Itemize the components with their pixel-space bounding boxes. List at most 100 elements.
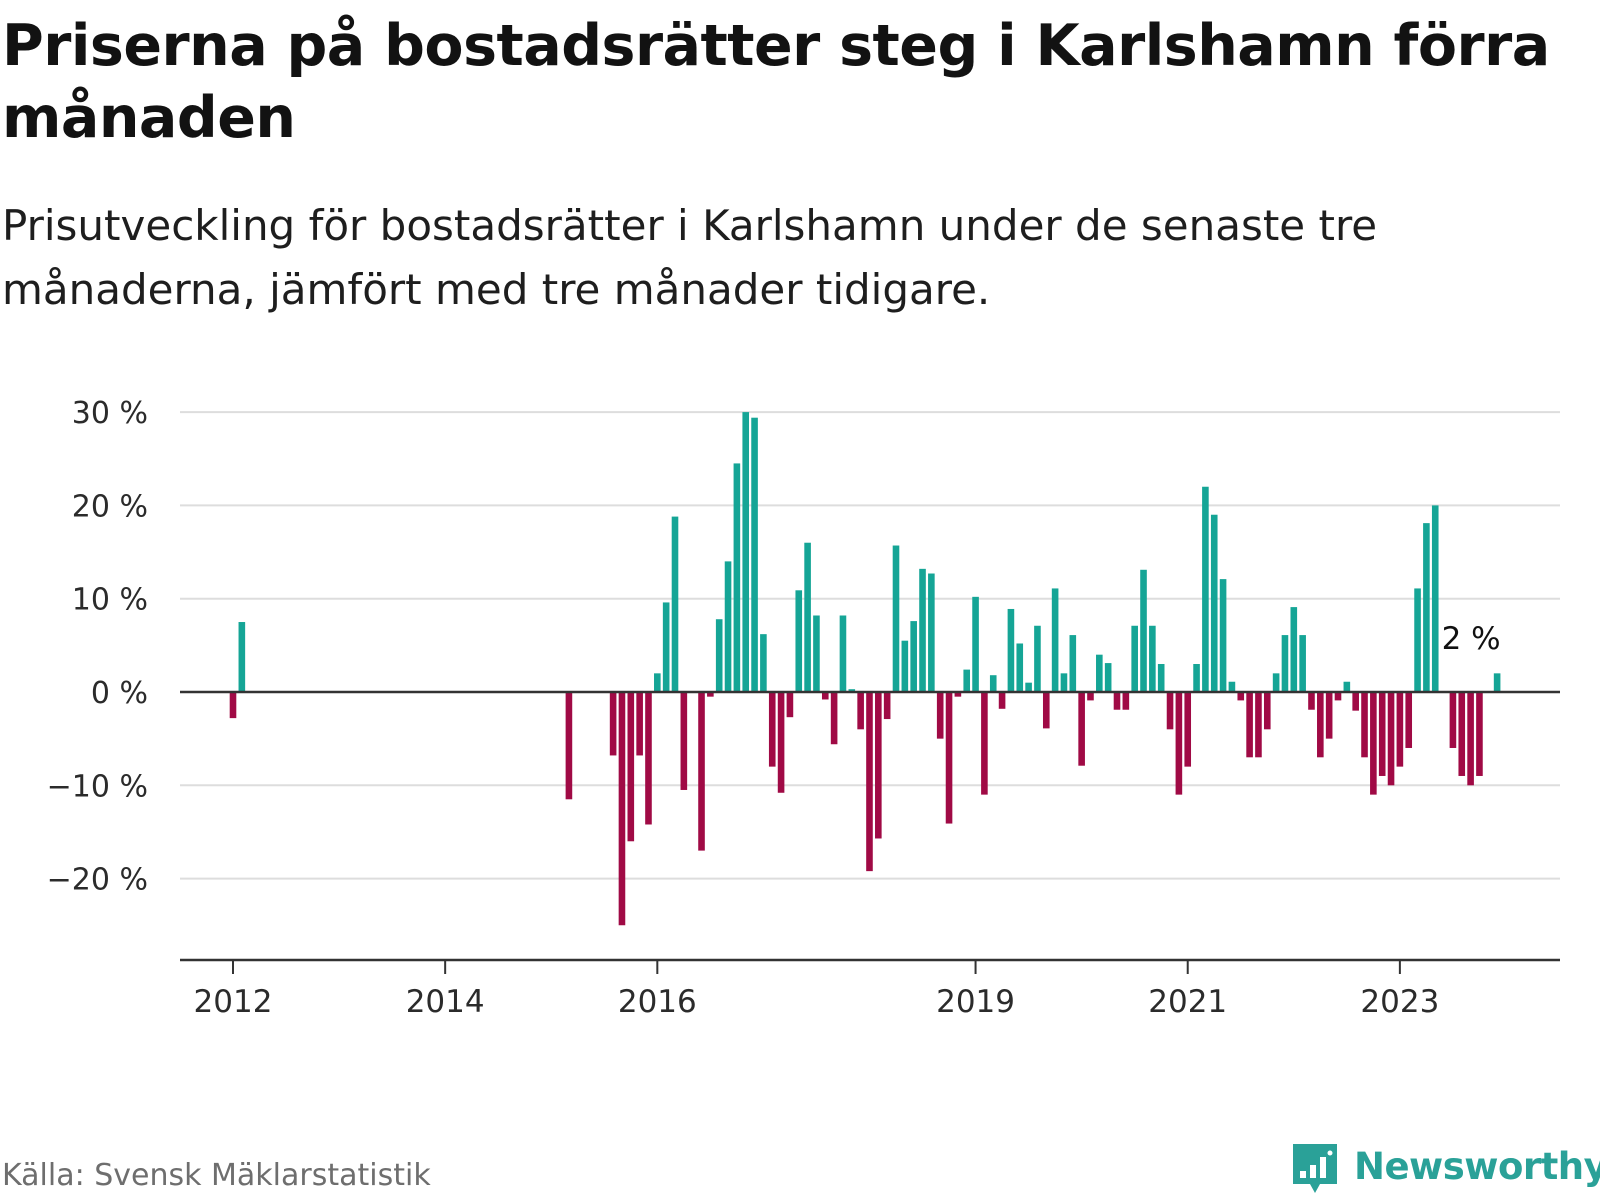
y-tick-label: 30 % <box>72 396 148 431</box>
bar <box>1113 692 1121 710</box>
bar <box>777 692 785 793</box>
bar <box>565 692 573 800</box>
tick-labels: 30 % 20 % 10 % 0 % −10 % −20 % 2012 2014 2016 201… <box>47 396 1440 1020</box>
bar <box>1396 692 1404 767</box>
bar <box>1104 663 1112 692</box>
bar <box>998 692 1006 709</box>
bar <box>1096 654 1103 692</box>
bar <box>671 516 679 692</box>
bar <box>1467 692 1474 786</box>
bar <box>1131 625 1138 692</box>
bar <box>1290 607 1298 692</box>
bar <box>229 692 237 719</box>
bar <box>1334 692 1342 701</box>
bar <box>804 542 811 692</box>
bar <box>1458 692 1466 776</box>
x-tick-label: 2016 <box>618 984 697 1020</box>
y-tick-label: 20 % <box>72 489 148 524</box>
chart-subtitle: Prisutveckling för bostadsrätter i Karls… <box>2 201 1378 314</box>
bar <box>768 692 776 767</box>
bar <box>892 545 900 692</box>
bar <box>1042 692 1050 729</box>
bar <box>910 621 917 692</box>
bar-chart-bubble-icon <box>1290 1141 1340 1193</box>
bar <box>1246 692 1253 758</box>
bar <box>636 692 643 756</box>
bar <box>1184 692 1192 767</box>
bar <box>883 692 891 720</box>
bar <box>989 675 997 692</box>
bar <box>1166 692 1174 730</box>
bar <box>972 596 979 692</box>
bar <box>742 412 750 692</box>
bar <box>839 615 847 692</box>
bar <box>1317 692 1324 758</box>
bar <box>1007 608 1015 692</box>
bar <box>1299 635 1306 692</box>
y-tick-label: −10 % <box>47 769 148 804</box>
bar <box>857 692 864 730</box>
bar <box>751 417 758 692</box>
y-tick-label: −20 % <box>47 863 148 898</box>
bar <box>1343 681 1351 692</box>
bar <box>830 692 838 745</box>
bar <box>1449 692 1457 748</box>
bar <box>821 692 829 700</box>
bar <box>1281 635 1289 692</box>
bar <box>654 673 661 692</box>
bar <box>1025 682 1032 692</box>
bar <box>618 692 626 926</box>
bar <box>1078 692 1085 766</box>
data-label-latest: 2 % <box>1442 621 1501 657</box>
bar <box>1405 692 1413 748</box>
bar <box>662 602 670 692</box>
bar <box>1423 523 1430 692</box>
bar <box>1493 673 1501 692</box>
bar <box>1051 588 1059 692</box>
bar <box>1263 692 1271 730</box>
bar <box>1255 692 1262 758</box>
bar <box>795 590 803 692</box>
bar <box>954 692 962 697</box>
bar <box>1414 588 1421 692</box>
bar <box>1193 664 1200 692</box>
brand-logo[interactable]: Newsworthy <box>1290 1138 1600 1194</box>
bar <box>848 689 856 692</box>
bar <box>238 622 246 692</box>
bar <box>627 692 635 842</box>
bar <box>1219 579 1227 692</box>
bar <box>1210 514 1218 692</box>
chart-title: Priserna på bostadsrätter steg i Karlsha… <box>2 13 1550 151</box>
bar <box>1016 643 1024 692</box>
bar <box>1352 692 1359 711</box>
bar <box>919 568 926 692</box>
bar <box>1087 692 1094 701</box>
bar <box>1069 635 1077 692</box>
bar-series <box>229 412 1501 926</box>
bar <box>707 692 714 697</box>
bar <box>645 692 652 825</box>
y-tick-label: 10 % <box>72 583 148 618</box>
bar <box>1308 692 1315 710</box>
bar <box>866 692 873 872</box>
bar <box>733 463 741 692</box>
bar <box>609 692 617 756</box>
bar <box>1370 692 1377 795</box>
bar <box>936 692 944 739</box>
x-tick-label: 2023 <box>1360 984 1439 1020</box>
bar <box>945 692 953 824</box>
bar <box>1272 673 1280 692</box>
x-tick-label: 2014 <box>406 984 485 1020</box>
bar <box>1237 692 1245 701</box>
brand-name: Newsworthy <box>1354 1144 1600 1188</box>
axes <box>180 690 1560 974</box>
bar <box>1202 486 1209 692</box>
bar <box>875 692 882 839</box>
bar <box>1228 681 1236 692</box>
bar <box>1175 692 1183 795</box>
x-tick-label: 2019 <box>936 984 1015 1020</box>
bar <box>1431 505 1439 692</box>
bar <box>1387 692 1395 786</box>
bar <box>1325 692 1333 739</box>
